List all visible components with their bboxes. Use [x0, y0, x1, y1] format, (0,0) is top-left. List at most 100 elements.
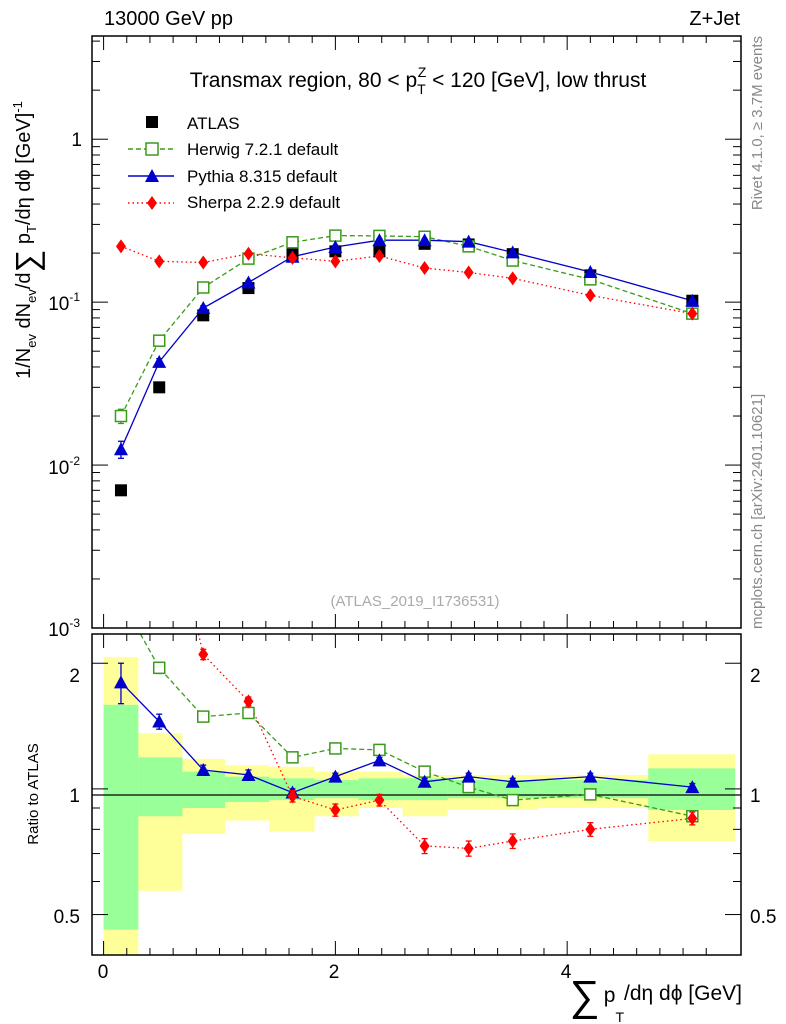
- main-panel: Transmax region, 80 < pTZ < 120 [GeV], l…: [9, 35, 742, 641]
- header-right-label: Z+Jet: [689, 8, 740, 30]
- legend-label-atlas: ATLAS: [187, 114, 240, 133]
- main-y-tick-label-0p1: 10-1: [48, 290, 80, 315]
- pythia-point: [241, 275, 256, 289]
- sherpa-point: [287, 250, 298, 265]
- ratio-series-layer: [113, 157, 700, 857]
- stat-uncertainty-band: [182, 771, 226, 808]
- main-panel-title: Transmax region, 80 < pTZ < 120 [GeV], l…: [190, 64, 647, 97]
- ratio-y-tick-label-right-2: 2: [750, 666, 761, 687]
- atlas-point: [114, 484, 127, 497]
- main-y-tick-label-0p01: 10-2: [48, 454, 80, 479]
- legend-label-herwig: Herwig 7.2.1 default: [187, 140, 338, 159]
- herwig-point: [329, 229, 342, 242]
- pythia-ratio-point: [685, 780, 700, 794]
- main-y-axis-label: 1/Nev dNev/d∑ pT/dη dϕ [GeV]-1: [9, 101, 45, 379]
- sherpa-ratio-point: [507, 834, 518, 849]
- sherpa-point: [154, 254, 165, 269]
- pythia-point: [372, 233, 387, 247]
- sherpa-ratio-point: [243, 694, 254, 709]
- sherpa-ratio-point: [330, 803, 341, 818]
- pythia-ratio-point: [372, 753, 387, 767]
- x-tick-label-2: 2: [329, 962, 340, 983]
- sherpa-ratio-point: [374, 793, 385, 808]
- herwig-ratio-point: [242, 706, 255, 720]
- sherpa-point: [374, 248, 385, 263]
- sherpa-point: [330, 254, 341, 269]
- sherpa-point: [198, 255, 209, 270]
- pythia-ratio-point: [113, 675, 128, 689]
- sherpa-ratio-point: [116, 157, 126, 171]
- herwig-line: [120, 234, 693, 417]
- pythia-point: [461, 234, 476, 248]
- ratio-y-tick-label-right-0p5: 0.5: [750, 907, 776, 928]
- mcplots-label: mcplots.cern.ch [arXiv:2401.10621]: [749, 394, 766, 629]
- pythia-ratio-point: [461, 769, 476, 783]
- pythia-ratio-point: [417, 774, 432, 788]
- legend-marker-atlas: [146, 116, 158, 128]
- pythia-point: [152, 354, 167, 368]
- header-left-label: 13000 GeV pp: [104, 8, 233, 30]
- pythia-ratio-point: [583, 769, 598, 783]
- legend-label-pythia: Pythia 8.315 default: [187, 167, 338, 186]
- pythia-line: [120, 239, 693, 450]
- sherpa-ratio-point: [419, 838, 430, 853]
- main-y-tick-label-0p001: 10-3: [48, 616, 80, 641]
- herwig-ratio-point: [462, 780, 475, 794]
- sherpa-ratio-point: [585, 822, 596, 837]
- stat-uncertainty-band: [314, 780, 359, 799]
- sherpa-ratio-point: [687, 811, 698, 826]
- pythia-point: [113, 442, 128, 456]
- sherpa-ratio-point: [463, 841, 474, 856]
- ratio-y-tick-label-left-0p5: 0.5: [54, 907, 80, 928]
- herwig-ratio-point: [286, 751, 299, 764]
- ratio-panel-frame: [91, 633, 742, 956]
- main-panel-frame: [91, 35, 742, 629]
- sherpa-point: [507, 271, 518, 286]
- x-tick-label-4: 4: [561, 962, 572, 983]
- pythia-ratio-point: [196, 762, 211, 776]
- herwig-point: [286, 236, 299, 249]
- main-series-layer: [113, 229, 700, 497]
- ratio-uncertainty-bands: [103, 656, 736, 955]
- ratio-y-tick-label-right-1: 1: [750, 786, 761, 807]
- pythia-point: [685, 293, 700, 307]
- x-tick-label-0: 0: [98, 962, 109, 983]
- atlas-point: [153, 381, 166, 394]
- herwig-ratio-point: [506, 793, 519, 807]
- pythia-ratio-point: [328, 769, 343, 783]
- watermark-label: (ATLAS_2019_I1736531): [330, 593, 499, 610]
- sherpa-point: [687, 306, 698, 321]
- sherpa-point: [463, 265, 474, 280]
- legend: ATLAS Herwig 7.2.1 default Pythia 8.315 …: [128, 114, 340, 212]
- sherpa-point: [243, 246, 254, 261]
- sherpa-ratio-point: [287, 789, 298, 804]
- pythia-ratio-line: [120, 681, 693, 794]
- x-axis-label: ∑ pT/dη dϕ [GeV]: [570, 972, 742, 1024]
- ratio-y-axis-label: Ratio to ATLAS: [25, 743, 42, 844]
- pythia-ratio-point: [241, 767, 256, 781]
- sherpa-point: [585, 288, 596, 303]
- herwig-point: [114, 409, 128, 423]
- pythia-point: [196, 301, 211, 315]
- legend-label-sherpa: Sherpa 2.2.9 default: [187, 193, 340, 212]
- herwig-ratio-point: [329, 742, 342, 755]
- stat-uncertainty-band: [103, 704, 139, 930]
- stat-uncertainty-band: [138, 757, 183, 817]
- herwig-point: [197, 281, 210, 294]
- herwig-ratio-point: [115, 594, 126, 605]
- ratio-panel: Ratio to ATLAS 2 1 0.5 2 1 0.5 0 2 4 ∑ pT…: [25, 157, 776, 1024]
- pythia-point: [417, 233, 432, 247]
- sherpa-line: [120, 245, 693, 315]
- herwig-ratio-point: [197, 710, 210, 723]
- legend-marker-pythia: [145, 169, 159, 182]
- sherpa-ratio-line: [197, 634, 693, 850]
- sherpa-point: [115, 239, 126, 254]
- pythia-point: [583, 265, 598, 279]
- pythia-ratio-point: [505, 774, 520, 788]
- main-axis-ticks: [92, 36, 741, 629]
- sherpa-ratio-point: [154, 460, 164, 474]
- pythia-point: [505, 245, 520, 259]
- herwig-point: [152, 334, 166, 347]
